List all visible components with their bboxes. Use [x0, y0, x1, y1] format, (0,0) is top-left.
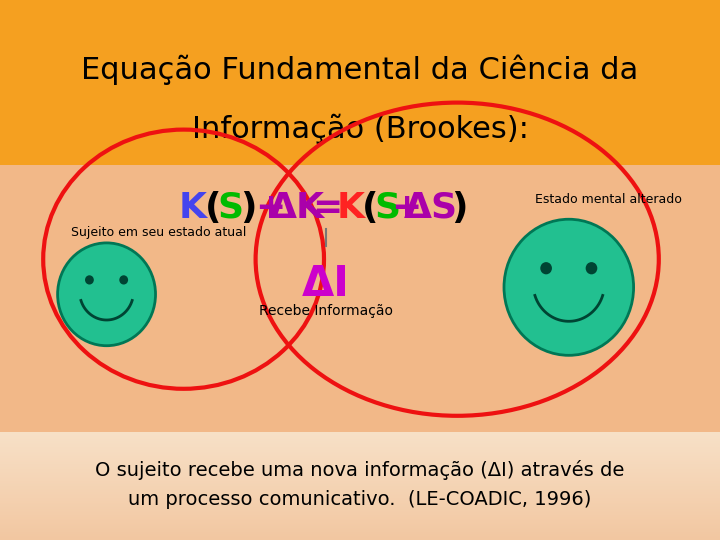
Text: (: ( [205, 191, 221, 225]
Ellipse shape [120, 275, 128, 285]
Text: K: K [337, 191, 364, 225]
Text: +: + [391, 191, 421, 225]
Text: Estado mental alterado: Estado mental alterado [535, 193, 682, 206]
Text: S: S [374, 191, 400, 225]
Text: Informação (Brookes):: Informação (Brookes): [192, 113, 528, 144]
Ellipse shape [540, 262, 552, 274]
Text: ): ) [451, 191, 467, 225]
Text: O sujeito recebe uma nova informação (ΔI) através de: O sujeito recebe uma nova informação (ΔI… [95, 460, 625, 480]
Text: (: ( [362, 191, 378, 225]
Text: ΔI: ΔI [302, 262, 350, 305]
Ellipse shape [504, 219, 634, 355]
Text: Equação Fundamental da Ciência da: Equação Fundamental da Ciência da [81, 55, 639, 85]
Ellipse shape [85, 275, 94, 285]
Text: ΔK: ΔK [269, 191, 325, 225]
Ellipse shape [585, 262, 598, 274]
Text: um processo comunicativo.  (LE-COADIC, 1996): um processo comunicativo. (LE-COADIC, 19… [128, 490, 592, 509]
Text: +: + [256, 191, 286, 225]
Text: Recebe Informação: Recebe Informação [259, 303, 393, 318]
Text: K: K [179, 191, 207, 225]
Bar [0, 0, 720, 165]
Ellipse shape [58, 243, 156, 346]
Text: =: = [312, 191, 343, 225]
Text: ΔS: ΔS [403, 191, 458, 225]
Text: ): ) [240, 191, 256, 225]
Text: Sujeito em seu estado atual: Sujeito em seu estado atual [71, 226, 246, 239]
Text: S: S [217, 191, 243, 225]
